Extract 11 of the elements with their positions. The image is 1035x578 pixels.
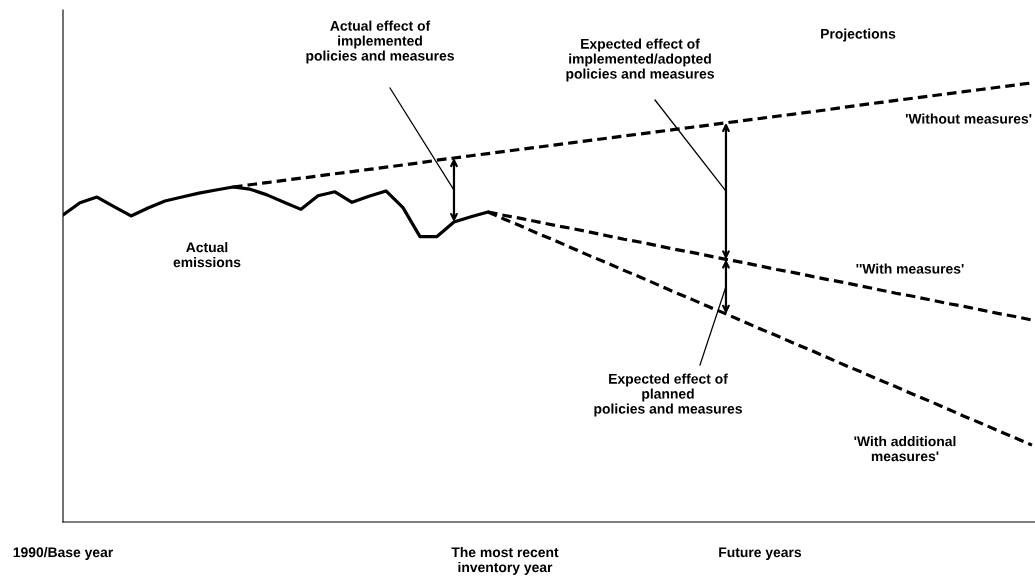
text: Actual effect of implemented policies and measures	[306, 20, 454, 64]
annotation: Expected effect of planned policies and measures	[594, 373, 742, 417]
series-label: ''With measures'	[856, 263, 964, 274]
text: Projections	[821, 28, 896, 42]
series-label: 'With additional measures'	[854, 436, 956, 462]
x-tick-label: 1990/Base year	[13, 547, 113, 560]
x-tick-label: The most recent inventory year	[451, 547, 559, 575]
x-tick-label: Future years	[719, 547, 802, 560]
text: Expected effect of implemented/adopted policies and measures	[566, 38, 714, 82]
text: Actual emissions	[173, 242, 241, 268]
series-label: 'Without measures'	[905, 113, 1032, 124]
